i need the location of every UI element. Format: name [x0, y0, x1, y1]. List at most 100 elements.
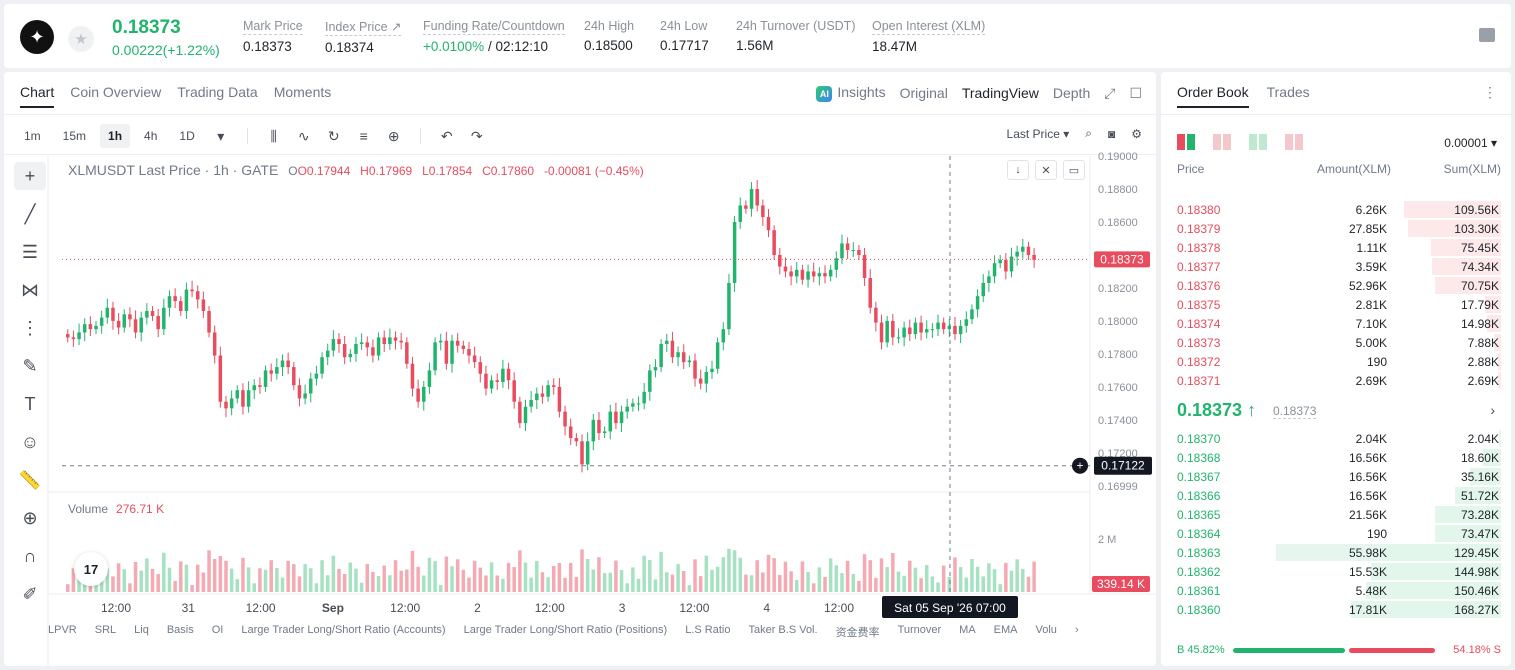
- order-book-row[interactable]: 0.18367 16.56K 35.16K: [1161, 467, 1511, 486]
- order-book-row[interactable]: 0.18380 6.26K 109.56K: [1161, 200, 1511, 219]
- window-icon[interactable]: ☐: [1129, 84, 1142, 101]
- indicator-item[interactable]: OI: [211, 624, 224, 636]
- precision-select[interactable]: 0.00001 ▾: [1444, 136, 1497, 150]
- order-book-row[interactable]: 0.18371 2.69K 2.69K: [1161, 371, 1511, 390]
- order-book-row[interactable]: 0.18364 190 73.47K: [1161, 524, 1511, 543]
- order-book-row[interactable]: 0.18377 3.59K 74.34K: [1161, 257, 1511, 276]
- indicator-item[interactable]: Turnover: [897, 624, 942, 636]
- order-book-row[interactable]: 0.18363 55.98K 129.45K: [1161, 543, 1511, 562]
- order-book-row[interactable]: 0.18374 7.10K 14.98K: [1161, 314, 1511, 333]
- order-book-row[interactable]: 0.18373 5.00K 7.88K: [1161, 333, 1511, 352]
- chevron-right-icon[interactable]: ›: [1074, 624, 1079, 636]
- order-book-row[interactable]: 0.18361 5.48K 150.46K: [1161, 581, 1511, 600]
- indicator-item[interactable]: LPVR: [48, 624, 77, 636]
- tradingview-logo[interactable]: 17: [74, 552, 108, 586]
- tab-coin-overview[interactable]: Coin Overview: [70, 84, 162, 100]
- interval-4h[interactable]: 4h: [144, 129, 158, 143]
- zoom-icon[interactable]: ⊕: [22, 507, 38, 528]
- indicator-item[interactable]: L.S Ratio: [685, 624, 731, 636]
- asks-only-icon[interactable]: [1213, 134, 1231, 150]
- indicator-item[interactable]: Volu: [1035, 624, 1057, 636]
- tab-moments[interactable]: Moments: [273, 84, 332, 100]
- gear-icon[interactable]: ⚙: [1131, 126, 1142, 141]
- search-icon[interactable]: ⌕: [1085, 126, 1092, 140]
- candle-type-icon[interactable]: ⫼: [270, 127, 277, 144]
- both-sides-icon[interactable]: [1177, 134, 1195, 150]
- bids-only-icon[interactable]: [1249, 134, 1267, 150]
- tab-chart[interactable]: Chart: [20, 84, 55, 108]
- order-book-row[interactable]: 0.18379 27.85K 103.30K: [1161, 219, 1511, 238]
- order-book-row[interactable]: 0.18372 190 2.88K: [1161, 352, 1511, 371]
- chevron-down-icon[interactable]: ▾: [217, 127, 225, 144]
- brush-icon[interactable]: ✎: [22, 355, 38, 376]
- trendline-icon[interactable]: ╱: [24, 203, 36, 224]
- indicator-item[interactable]: Taker B.S Vol.: [748, 624, 818, 636]
- divider: [4, 154, 1156, 155]
- x-tick-label: 4: [763, 601, 770, 615]
- magnet-icon[interactable]: ∩: [23, 545, 37, 566]
- emoji-icon[interactable]: ☺: [20, 431, 40, 452]
- pencil-icon[interactable]: ✐: [22, 583, 38, 604]
- stat-label[interactable]: Mark Price: [243, 19, 303, 35]
- candle-body: [224, 401, 228, 409]
- tab-order-book[interactable]: Order Book: [1177, 84, 1249, 108]
- arrow-down-icon[interactable]: ↓: [1007, 160, 1029, 180]
- horizontal-lines-icon[interactable]: ☰: [21, 241, 39, 262]
- interval-1h[interactable]: 1h: [100, 124, 131, 148]
- refresh-icon[interactable]: ↻: [327, 127, 340, 144]
- stat-label[interactable]: Index Price ↗: [325, 20, 402, 36]
- insights-button[interactable]: AI Insights: [816, 84, 886, 102]
- depth-mode-icon[interactable]: [1285, 134, 1303, 150]
- order-book-row[interactable]: 0.18360 17.81K 168.27K: [1161, 600, 1511, 619]
- order-book-row[interactable]: 0.18368 16.56K 18.60K: [1161, 448, 1511, 467]
- interval-1m[interactable]: 1m: [24, 129, 41, 143]
- fib-icon[interactable]: ⋮: [21, 317, 39, 338]
- tab-trades[interactable]: Trades: [1266, 84, 1310, 100]
- crosshair-price-tag: [1094, 456, 1152, 475]
- indicators-icon[interactable]: ∿: [297, 127, 310, 144]
- more-vertical-icon[interactable]: ⋮: [1483, 84, 1497, 100]
- favorite-star-icon[interactable]: ★: [68, 26, 94, 52]
- pattern-icon[interactable]: ⋈: [21, 279, 39, 300]
- price-type-select[interactable]: Last Price ▾: [1006, 126, 1070, 141]
- text-icon[interactable]: T: [24, 393, 36, 414]
- add-plus-icon[interactable]: ⊕: [387, 127, 400, 144]
- indicator-item[interactable]: EMA: [993, 624, 1018, 636]
- order-book-row[interactable]: 0.18376 52.96K 70.75K: [1161, 276, 1511, 295]
- template-icon[interactable]: ≡: [359, 128, 368, 144]
- indicator-item[interactable]: SRL: [94, 624, 117, 636]
- indicator-item[interactable]: Large Trader Long/Short Ratio (Positions…: [463, 624, 668, 636]
- stat-label[interactable]: Open Interest (XLM): [872, 19, 986, 35]
- indicator-item[interactable]: Basis: [166, 624, 194, 636]
- ruler-icon[interactable]: 📏: [18, 469, 42, 490]
- interval-1d[interactable]: 1D: [179, 129, 195, 143]
- x-tick-label: 12:00: [246, 601, 276, 615]
- indicator-item[interactable]: Large Trader Long/Short Ratio (Accounts): [241, 624, 446, 636]
- expand-icon[interactable]: ⤢: [1104, 84, 1116, 101]
- interval-15m[interactable]: 15m: [62, 129, 87, 143]
- chevron-right-icon[interactable]: ›: [1490, 402, 1495, 418]
- order-book-row[interactable]: 0.18370 2.04K 2.04K: [1161, 429, 1511, 448]
- view-tradingview[interactable]: TradingView: [961, 85, 1039, 101]
- redo-icon[interactable]: ↷: [470, 127, 483, 144]
- more-icon[interactable]: ▭: [1063, 160, 1085, 180]
- price-chart[interactable]: 0.190000.188000.186000.184000.182000.180…: [4, 72, 1156, 666]
- order-book-row[interactable]: 0.18362 15.53K 144.98K: [1161, 562, 1511, 581]
- order-book-row[interactable]: 0.18365 21.56K 73.28K: [1161, 505, 1511, 524]
- book-icon[interactable]: [1479, 28, 1495, 42]
- order-book-row[interactable]: 0.18375 2.81K 17.79K: [1161, 295, 1511, 314]
- undo-icon[interactable]: ↶: [440, 127, 453, 144]
- view-depth[interactable]: Depth: [1052, 85, 1091, 101]
- indicator-item[interactable]: MA: [959, 624, 976, 636]
- order-book-row[interactable]: 0.18366 16.56K 51.72K: [1161, 486, 1511, 505]
- crosshair-icon[interactable]: +: [14, 162, 46, 190]
- indicator-item[interactable]: Liq: [134, 624, 149, 636]
- view-original[interactable]: Original: [899, 85, 948, 101]
- row-sum: 14.98K: [1460, 317, 1499, 331]
- collapse-icon[interactable]: ✕: [1035, 160, 1057, 180]
- indicator-item[interactable]: 资金费率: [835, 627, 880, 639]
- stat-label[interactable]: Funding Rate/Countdown: [423, 19, 565, 35]
- order-book-row[interactable]: 0.18378 1.11K 75.45K: [1161, 238, 1511, 257]
- tab-trading-data[interactable]: Trading Data: [177, 84, 258, 100]
- camera-icon[interactable]: ◙: [1107, 126, 1116, 141]
